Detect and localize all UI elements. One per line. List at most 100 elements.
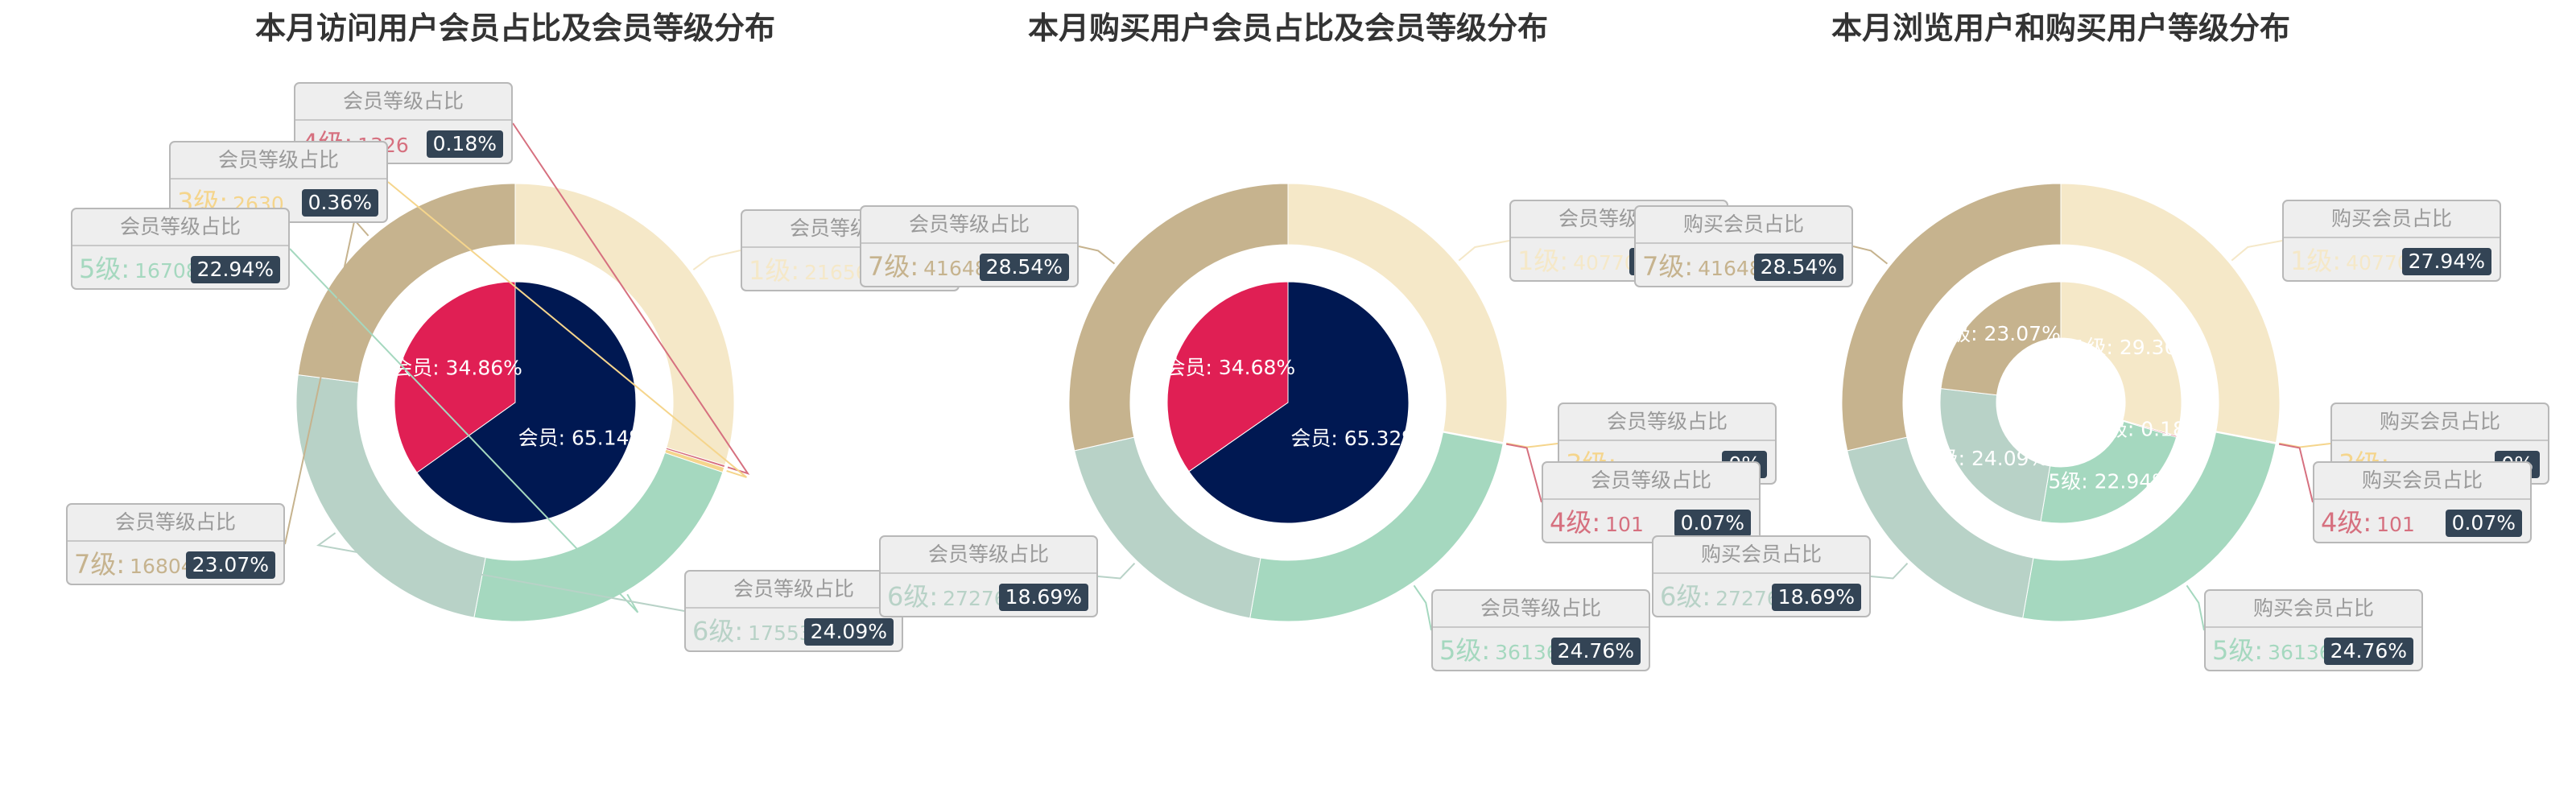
leader-line-level-5 xyxy=(289,248,639,613)
level-callout-5: 购买会员占比 5级: 36136 24.76% xyxy=(2204,589,2423,671)
leader-line-level-7 xyxy=(1852,246,1889,265)
callout-percent-badge: 0.36% xyxy=(301,189,378,217)
outer-slice-level-7 xyxy=(1841,183,2062,452)
callout-count: 36136 xyxy=(1495,641,1559,664)
callout-percent-badge: 24.76% xyxy=(2323,638,2413,665)
leader-line-level-6 xyxy=(316,532,685,612)
level-callout-6: 购买会员占比 6级: 27276 18.69% xyxy=(1652,535,1871,617)
callout-percent-badge: 22.94% xyxy=(190,256,280,283)
inner-slice-level-6 xyxy=(1939,388,2051,522)
callout-header: 购买会员占比 xyxy=(2332,404,2548,441)
chart-title-visitors: 本月访问用户会员占比及会员等级分布 xyxy=(254,10,776,46)
callout-percent-badge: 28.54% xyxy=(979,254,1069,281)
inner-data-label-member: 会员: 65.32% xyxy=(1290,427,1421,450)
chart-title-levels: 本月浏览用户和购买用户等级分布 xyxy=(1831,10,2291,46)
callout-level-name: 1级: 40770 xyxy=(2290,246,2410,276)
callout-header: 会员等级占比 xyxy=(68,505,283,542)
callout-header: 会员等级占比 xyxy=(295,84,511,121)
callout-count: 40770 xyxy=(1573,251,1637,275)
callout-count: 41648 xyxy=(1698,257,1762,280)
level-callout-5: 会员等级占比 5级: 36136 24.76% xyxy=(1431,589,1650,671)
callout-header: 会员等级占比 xyxy=(1543,463,1759,500)
leader-line-level-5 xyxy=(2186,584,2205,631)
callout-count: 101 xyxy=(1605,513,1644,536)
leader-line-level-4 xyxy=(512,122,750,475)
callout-header: 会员等级占比 xyxy=(171,142,386,180)
callout-level-name: 6级: 27276 xyxy=(1660,581,1780,612)
callout-percent-badge: 23.07% xyxy=(185,551,275,579)
leader-line-level-6 xyxy=(1097,563,1136,580)
callout-level-name: 4级: 101 xyxy=(2321,507,2415,538)
callout-count: 36136 xyxy=(2268,641,2332,664)
level-callout-7: 会员等级占比 7级: 41648 28.54% xyxy=(860,205,1079,287)
outer-slice-level-1 xyxy=(514,183,735,466)
callout-header: 购买会员占比 xyxy=(1653,537,1869,574)
inner-slice-level-7 xyxy=(1940,281,2062,396)
callout-level-name: 7级: 41648 xyxy=(1642,251,1762,282)
callout-header: 购买会员占比 xyxy=(2314,463,2530,500)
leader-line-level-6 xyxy=(1870,563,1909,580)
callout-level-name: 1级: 40770 xyxy=(1517,246,1637,276)
callout-count: 27276 xyxy=(1715,587,1780,610)
inner-data-label-member: 会员: 65.14% xyxy=(518,427,649,450)
callout-level-name: 5级: 36136 xyxy=(2212,635,2332,666)
callout-header: 购买会员占比 xyxy=(2284,201,2500,238)
callout-percent-badge: 0.07% xyxy=(2445,510,2522,537)
callout-level-name: 6级: 27276 xyxy=(887,581,1007,612)
callout-header: 会员等级占比 xyxy=(1559,404,1775,441)
level-callout-6: 会员等级占比 6级: 27276 18.69% xyxy=(879,535,1098,617)
level-callout-5: 会员等级占比 5级: 167088 22.94% xyxy=(71,208,290,290)
level-callout-6: 会员等级占比 6级: 175536 24.09% xyxy=(684,570,903,652)
inner-slice-member xyxy=(1188,281,1410,524)
leader-line-level-1 xyxy=(1458,240,1510,262)
callout-level-name: 5级: 36136 xyxy=(1439,635,1559,666)
outer-slice-level-7 xyxy=(1068,183,1289,452)
callout-percent-badge: 28.54% xyxy=(1753,254,1843,281)
callout-level-name: 7级: 41648 xyxy=(868,251,988,282)
inner-data-label-level-6: 6级: 24.09% xyxy=(1926,447,2049,470)
callout-header: 会员等级占比 xyxy=(1433,591,1649,628)
callout-header: 会员等级占比 xyxy=(72,209,288,246)
inner-data-label-level-7: 7级: 23.07% xyxy=(1938,322,2061,345)
inner-slice-member xyxy=(416,281,637,524)
outer-slice-level-1 xyxy=(2060,183,2281,444)
callout-percent-badge: 0.07% xyxy=(1674,510,1751,537)
level-callout-4: 购买会员占比 4级: 101 0.07% xyxy=(2313,461,2532,543)
outer-slice-level-1 xyxy=(1287,183,1508,444)
leader-line-level-7 xyxy=(1078,246,1116,265)
callout-count: 27276 xyxy=(943,587,1007,610)
callout-header: 购买会员占比 xyxy=(1636,207,1852,244)
level-callout-4: 会员等级占比 4级: 101 0.07% xyxy=(1542,461,1761,543)
callout-percent-badge: 24.09% xyxy=(803,618,894,646)
inner-slice-non-member xyxy=(394,281,516,473)
callout-header: 会员等级占比 xyxy=(686,572,902,609)
callout-level-name: 4级: 101 xyxy=(1550,507,1644,538)
callout-count: 101 xyxy=(2376,513,2415,536)
callout-percent-badge: 27.94% xyxy=(2401,248,2491,275)
callout-count: 41648 xyxy=(923,257,988,280)
inner-data-label-level-1: 1级: 29.36% xyxy=(2074,336,2197,359)
callout-percent-badge: 18.69% xyxy=(1771,584,1861,611)
leader-line-level-1 xyxy=(2231,240,2283,262)
leader-line-level-1 xyxy=(692,250,741,270)
level-callout-7: 会员等级占比 7级: 168046 23.07% xyxy=(66,503,285,585)
inner-slice-non-member xyxy=(1166,281,1289,473)
inner-data-label-non-member: 非会员: 34.68% xyxy=(1145,356,1295,379)
callout-header: 会员等级占比 xyxy=(861,207,1077,244)
level-callout-1: 购买会员占比 1级: 40770 27.94% xyxy=(2282,200,2501,282)
callout-percent-badge: 24.76% xyxy=(1550,638,1641,665)
inner-slice-level-5 xyxy=(2040,420,2178,524)
leader-line-level-3 xyxy=(387,181,747,478)
callout-header: 会员等级占比 xyxy=(881,537,1096,574)
leader-line-level-4 xyxy=(2278,443,2314,503)
level-callout-7: 购买会员占比 7级: 41648 28.54% xyxy=(1634,205,1853,287)
inner-data-label-level-4: 4级: 0.18% xyxy=(2095,417,2205,440)
inner-data-label-level-5: 5级: 22.94% xyxy=(2048,470,2171,493)
leader-line-level-5 xyxy=(1413,584,1432,631)
chart-title-buyers: 本月购买用户会员占比及会员等级分布 xyxy=(1027,10,1549,46)
outer-slice-level-7 xyxy=(297,183,516,383)
leader-line-level-4 xyxy=(1505,443,1542,503)
callout-count: 40770 xyxy=(2346,251,2410,275)
